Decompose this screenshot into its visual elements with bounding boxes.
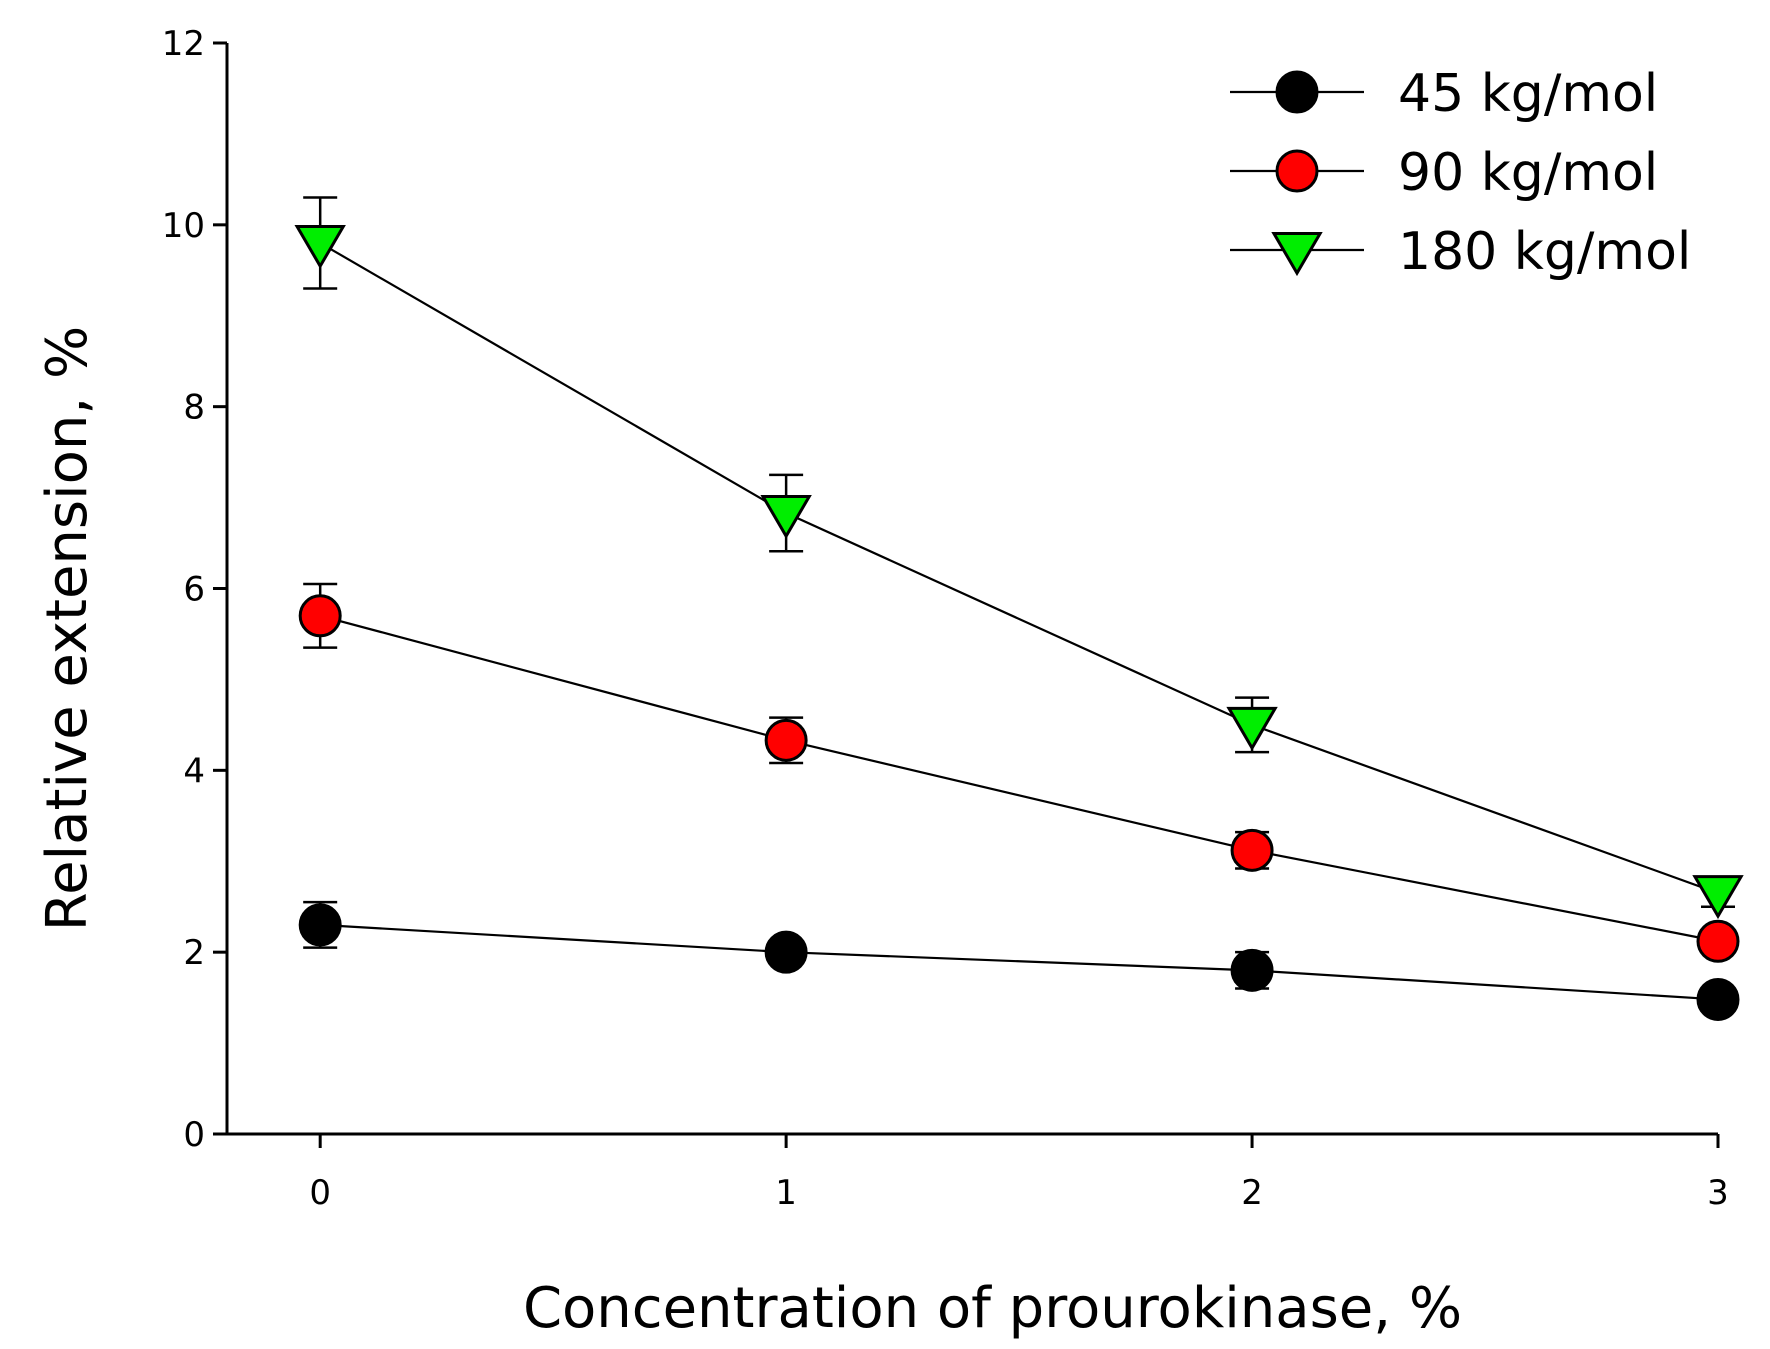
y-tick-label-8: 8	[183, 388, 205, 428]
marker-180-kg-mol-3	[1692, 875, 1744, 920]
legend-marker-180-kg-mol	[1271, 232, 1323, 277]
marker-180-kg-mol-2	[1226, 706, 1278, 751]
marker-45-kg-mol-3	[1696, 977, 1740, 1021]
y-axis-title: Relative extension, %	[35, 326, 100, 931]
marker-45-kg-mol-1	[764, 930, 808, 974]
y-tick-label-6: 6	[183, 570, 205, 610]
legend-entry-45-kg-mol: 45 kg/mol	[1230, 64, 1658, 124]
series-line-90-kg-mol	[319, 614, 1719, 943]
y-tick-label-0: 0	[183, 1115, 205, 1155]
legend-label-45-kg-mol: 45 kg/mol	[1398, 64, 1658, 124]
y-tick-label-12: 12	[162, 24, 205, 64]
x-tick-label-3: 3	[1707, 1173, 1729, 1213]
marker-90-kg-mol-1	[764, 718, 808, 762]
x-tick-label-2: 2	[1241, 1173, 1263, 1213]
markers	[294, 225, 1744, 1021]
marker-180-kg-mol-0	[294, 225, 346, 270]
x-tick-label-0: 0	[309, 1173, 331, 1213]
axes	[225, 43, 1718, 1136]
y-tick-label-2: 2	[183, 933, 205, 973]
marker-90-kg-mol-2	[1230, 828, 1274, 872]
x-axis-title: Concentration of prourokinase, %	[523, 1276, 1462, 1341]
legend-marker-90-kg-mol	[1275, 149, 1319, 193]
series-lines	[319, 242, 1719, 1001]
x-tick-label-1: 1	[775, 1173, 797, 1213]
y-tick-label-10: 10	[162, 206, 205, 246]
x-ticks: 0 1 2 3	[309, 1134, 1729, 1213]
legend: 45 kg/mol 90 kg/mol 180 kg/mol	[1230, 64, 1691, 282]
legend-entry-90-kg-mol: 90 kg/mol	[1230, 143, 1658, 203]
legend-label-180-kg-mol: 180 kg/mol	[1398, 222, 1691, 282]
series-line-45-kg-mol	[320, 923, 1719, 1001]
legend-marker-45-kg-mol	[1275, 70, 1319, 114]
error-bars	[303, 196, 1735, 1008]
legend-label-90-kg-mol: 90 kg/mol	[1398, 143, 1658, 203]
legend-entry-180-kg-mol: 180 kg/mol	[1230, 222, 1691, 282]
marker-45-kg-mol-0	[298, 903, 342, 947]
marker-90-kg-mol-0	[298, 594, 342, 638]
marker-45-kg-mol-2	[1230, 948, 1274, 992]
marker-90-kg-mol-3	[1696, 919, 1740, 963]
y-tick-label-4: 4	[183, 751, 205, 791]
marker-180-kg-mol-1	[760, 495, 812, 540]
y-ticks: 0 2 4 6 8 10 12	[162, 24, 227, 1155]
series-line-180-kg-mol	[319, 242, 1719, 895]
